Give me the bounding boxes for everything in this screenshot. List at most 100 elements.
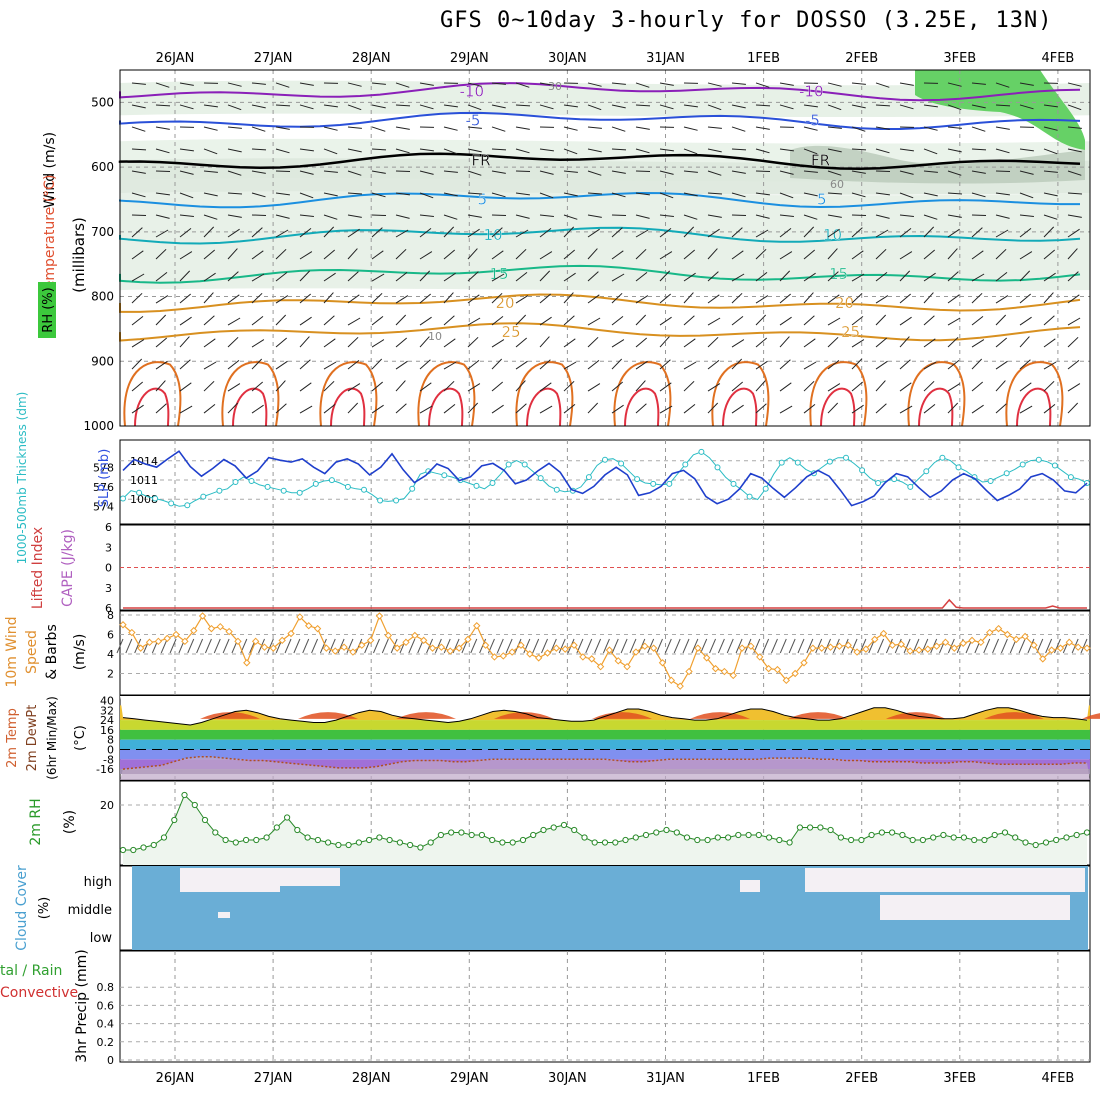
rh2m-marker — [602, 840, 607, 845]
cape-axis-label: CAPE (J/kg) — [60, 529, 76, 607]
rh2m-marker — [182, 792, 187, 797]
rh2m-marker — [202, 817, 207, 822]
wind-tick-label: 4 — [107, 648, 114, 661]
cloud-clear-patch — [805, 868, 1085, 892]
rh2m-marker — [315, 837, 320, 842]
rh2m-marker — [531, 832, 536, 837]
rh2m-marker — [1043, 840, 1048, 845]
rh2m-marker — [367, 837, 372, 842]
rh2m-marker — [285, 815, 290, 820]
rh2m-marker — [449, 830, 454, 835]
rh2m-marker — [192, 802, 197, 807]
rh2m-marker — [418, 845, 423, 850]
wind10m-axis-label: 10m Wind — [4, 616, 20, 687]
rh2m-marker — [520, 837, 525, 842]
thickness-marker — [442, 473, 447, 478]
cloud-level-label: low — [90, 931, 113, 946]
thickness-marker — [1020, 462, 1025, 467]
rh2m-marker — [479, 832, 484, 837]
rh2m-marker — [408, 842, 413, 847]
precip-total-label: tal / Rain — [0, 963, 62, 979]
pressure-tick-label: 1000 — [83, 419, 114, 433]
rh2m-marker — [244, 837, 249, 842]
rh2m-marker — [120, 847, 125, 852]
thickness-marker — [233, 480, 238, 485]
temperature-contour-label: -5 — [466, 111, 481, 129]
thickness-marker — [763, 486, 768, 491]
thickness-marker — [474, 483, 479, 488]
rh-contour-label: 30 — [548, 80, 562, 93]
precip-tick-label: 0 — [107, 1054, 114, 1067]
rh2m-marker — [808, 825, 813, 830]
cloud-clear-patch — [218, 912, 230, 918]
thickness-marker — [699, 449, 704, 454]
cloud-clear-patch — [880, 895, 1070, 920]
rh2m-marker — [582, 835, 587, 840]
rh2m-marker — [869, 832, 874, 837]
rh2m-marker — [428, 840, 433, 845]
thickness-marker — [506, 462, 511, 467]
rh2m-marker — [818, 825, 823, 830]
cloud-axis-label: Cloud Cover — [14, 865, 30, 951]
wind-barb — [492, 215, 506, 216]
temperature-band — [120, 740, 1090, 750]
temperature-band — [120, 730, 1090, 740]
rh2m-marker — [592, 840, 597, 845]
slp-axis-label: SLP (mb) — [97, 449, 112, 508]
thickness-marker — [1068, 475, 1073, 480]
thickness-marker — [490, 481, 495, 486]
thickness-marker — [1004, 471, 1009, 476]
rh2m-marker — [787, 840, 792, 845]
wind-tick-label: 6 — [107, 629, 114, 642]
rh2m-marker — [572, 827, 577, 832]
wind-barb — [132, 215, 146, 216]
temperature-contour-label: 25 — [841, 323, 860, 341]
rh2m-marker — [643, 832, 648, 837]
pressure-tick-label: 700 — [91, 225, 114, 239]
temperature-contour-label: FR — [472, 152, 491, 170]
thickness-marker — [586, 475, 591, 480]
thickness-marker — [667, 481, 672, 486]
thickness-marker — [121, 496, 126, 501]
thickness-marker — [956, 465, 961, 470]
bottom-date-label: 28JAN — [352, 1071, 391, 1086]
thickness-marker — [635, 477, 640, 482]
bottom-date-label: 2FEB — [845, 1071, 878, 1086]
rh2m-marker — [459, 830, 464, 835]
rh2m-marker — [551, 825, 556, 830]
rh-axis-label: RH (%) — [41, 287, 56, 332]
thickness-marker — [908, 484, 913, 489]
temperature-contour-label: 20 — [835, 294, 854, 312]
rh2m-marker — [756, 832, 761, 837]
rh2m-marker — [920, 837, 925, 842]
thickness-marker — [265, 484, 270, 489]
thickness-marker — [137, 490, 142, 495]
rh2m-marker — [705, 837, 710, 842]
thickness-marker — [1036, 457, 1041, 462]
rh2m-marker — [510, 840, 515, 845]
rh2m-marker — [910, 837, 915, 842]
wind-barb — [972, 215, 986, 216]
precip-unit-label: 3hr Precip (mm) — [74, 949, 90, 1062]
rh2m-marker — [172, 817, 177, 822]
cloud-unit-label: (%) — [37, 897, 52, 920]
temperature-contour-label: 10 — [484, 226, 503, 244]
wind-barb — [372, 215, 386, 216]
thickness-marker — [201, 494, 206, 499]
thickness-marker — [827, 459, 832, 464]
temperature-contour-label: -5 — [805, 111, 820, 129]
rh2m-marker — [397, 840, 402, 845]
rh2m-marker — [931, 835, 936, 840]
dewpoint-axis-label: 2m DewPt — [25, 705, 40, 772]
thickness-marker — [281, 488, 286, 493]
cloud-level-label: middle — [68, 903, 112, 918]
rh2m-marker — [951, 835, 956, 840]
rh2m-marker — [828, 827, 833, 832]
thickness-marker — [795, 460, 800, 465]
thickness-marker — [779, 460, 784, 465]
wind-barb — [612, 215, 626, 216]
wind10m-unit-label: (m/s) — [72, 634, 88, 671]
thickness-marker — [410, 486, 415, 491]
thickness-marker — [988, 479, 993, 484]
wind-barb — [756, 171, 770, 172]
